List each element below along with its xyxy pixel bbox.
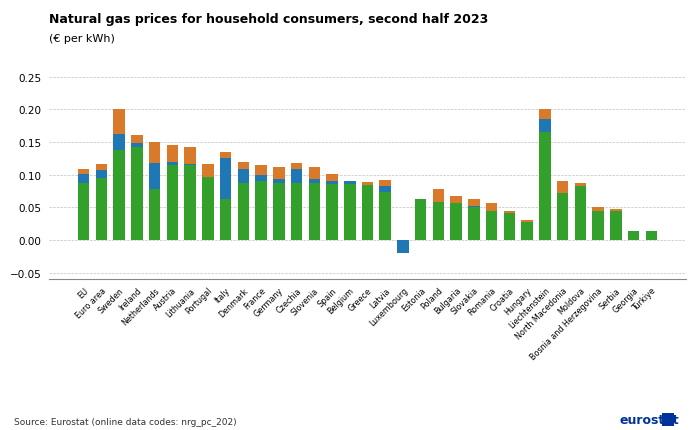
Bar <box>326 181 338 184</box>
Bar <box>256 182 267 240</box>
Bar <box>433 203 445 240</box>
Bar <box>522 222 533 240</box>
Bar <box>539 120 551 133</box>
Bar <box>486 203 498 211</box>
Bar <box>131 147 143 240</box>
Bar <box>503 212 515 213</box>
Bar <box>610 209 622 211</box>
Bar <box>78 183 90 240</box>
Bar <box>167 166 178 240</box>
Bar <box>450 203 462 240</box>
Bar <box>149 163 160 190</box>
Bar <box>539 133 551 240</box>
Bar <box>575 186 586 240</box>
Bar <box>344 182 356 185</box>
Bar <box>575 183 586 186</box>
Bar <box>344 185 356 240</box>
Bar <box>96 171 107 178</box>
Bar <box>645 232 657 240</box>
Bar <box>220 153 232 158</box>
Bar <box>556 194 568 240</box>
Bar <box>610 211 622 240</box>
Bar <box>184 164 196 166</box>
Bar <box>256 175 267 182</box>
Bar <box>184 148 196 164</box>
Bar <box>202 165 214 178</box>
Text: Source: Eurostat (online data codes: nrg_pc_202): Source: Eurostat (online data codes: nrg… <box>14 417 237 426</box>
Bar <box>468 206 480 208</box>
Bar <box>415 200 426 240</box>
Bar <box>486 211 498 240</box>
Text: (€ per kWh): (€ per kWh) <box>49 34 115 44</box>
Bar <box>592 211 604 240</box>
Bar <box>309 168 320 180</box>
Bar <box>362 182 373 186</box>
Bar <box>468 208 480 240</box>
Bar <box>78 169 90 175</box>
Bar <box>309 183 320 240</box>
Text: eurostat: eurostat <box>620 413 679 426</box>
Bar <box>167 146 178 162</box>
Bar <box>397 240 409 253</box>
Bar <box>96 178 107 240</box>
Bar <box>78 175 90 183</box>
Bar <box>309 180 320 183</box>
Bar <box>539 110 551 120</box>
Bar <box>522 221 533 222</box>
Bar <box>556 182 568 194</box>
Bar <box>184 166 196 240</box>
Bar <box>326 184 338 240</box>
Bar <box>450 197 462 203</box>
Bar <box>273 168 285 180</box>
Bar <box>113 134 125 150</box>
Bar <box>113 110 125 134</box>
Bar <box>503 213 515 240</box>
Bar <box>290 183 302 240</box>
Bar <box>237 162 249 170</box>
Bar <box>149 143 160 163</box>
Bar <box>468 200 480 206</box>
Bar <box>131 135 143 144</box>
Bar <box>362 186 373 240</box>
Bar <box>628 232 639 240</box>
Bar <box>202 178 214 240</box>
Bar <box>149 190 160 240</box>
Bar <box>326 175 338 181</box>
Bar <box>592 208 604 211</box>
Bar <box>113 150 125 240</box>
Bar <box>220 158 232 200</box>
Bar <box>290 170 302 183</box>
Bar <box>220 200 232 240</box>
Bar <box>237 183 249 240</box>
Bar <box>290 163 302 170</box>
Bar <box>131 144 143 147</box>
Text: Natural gas prices for household consumers, second half 2023: Natural gas prices for household consume… <box>49 13 489 26</box>
Bar <box>96 164 107 171</box>
Bar <box>379 181 391 187</box>
Bar <box>379 193 391 240</box>
Bar <box>273 180 285 183</box>
Bar <box>167 162 178 166</box>
Bar <box>273 183 285 240</box>
Bar <box>237 170 249 183</box>
Bar <box>433 190 445 203</box>
Bar <box>379 187 391 193</box>
Bar <box>256 166 267 175</box>
